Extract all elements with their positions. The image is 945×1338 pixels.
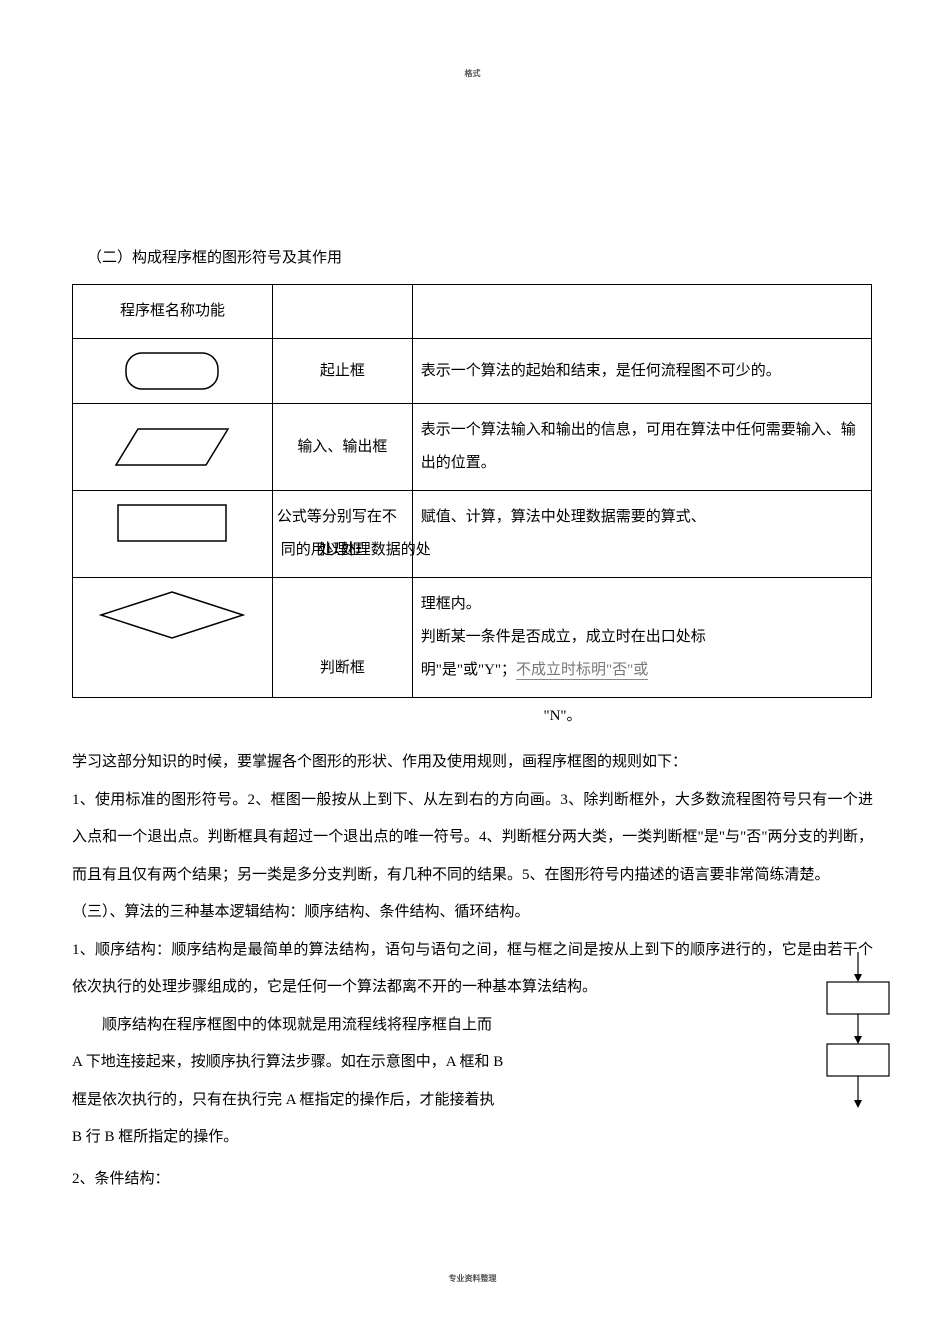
overflow-n-text: "N"。 xyxy=(543,708,581,724)
sequence-diagram-icon xyxy=(813,952,903,1142)
header-cell-name: 程序框名称功能 xyxy=(73,285,273,339)
parallelogram-icon xyxy=(112,425,232,469)
rules-list: 1、使用标准的图形符号。2、框图一般按从上到下、从左到右的方向画。3、除判断框外… xyxy=(72,782,873,895)
name-cell: 起止框 xyxy=(272,339,412,404)
header-cell-blank2 xyxy=(412,285,871,339)
shape-cell-parallelogram xyxy=(73,404,273,491)
header-cell-blank1 xyxy=(272,285,412,339)
rules-intro: 学习这部分知识的时候，要掌握各个图形的形状、作用及使用规则，画程序框图的规则如下… xyxy=(72,744,873,782)
name-cell: 输入、输出框 xyxy=(272,404,412,491)
shape-cell-diamond xyxy=(73,578,273,698)
diamond-icon xyxy=(97,588,247,642)
page-header-tiny: 格式 xyxy=(465,68,481,79)
process-desc-line2: 同的用以处理数据的处 xyxy=(281,542,431,558)
table-row: 输入、输出框 表示一个算法输入和输出的信息，可用在算法中任何需要输入、输出的位置… xyxy=(73,404,872,491)
diamond-desc-line1: 理框内。 xyxy=(421,596,481,612)
diamond-desc-line2: 判断某一条件是否成立，成立时在出口处标 xyxy=(421,629,706,645)
seq-para2c: 框是依次执行的，只有在执行完 A 框指定的操作后，才能接着执 xyxy=(72,1082,632,1120)
desc-cell: 表示一个算法的起始和结束，是任何流程图不可少的。 xyxy=(412,339,871,404)
desc-cell: 赋值、计算，算法中处理数据需要的算式、 同的用以处理数据的处 xyxy=(412,491,871,578)
body-text-block: 学习这部分知识的时候，要掌握各个图形的形状、作用及使用规则，画程序框图的规则如下… xyxy=(72,744,873,1198)
seq-para2b: A 下地连接起来，按顺序执行算法步骤。如在示意图中，A 框和 B xyxy=(72,1044,632,1082)
seq-para1: 1、顺序结构：顺序结构是最简单的算法结构，语句与语句之间，框与框之间是按从上到下… xyxy=(72,932,873,1007)
table-row: 公式等分别写在不同的用以处理数据的处 处理框 赋值、计算，算法中处理数据需要的算… xyxy=(73,491,872,578)
shape-cell-terminator xyxy=(73,339,273,404)
rectangle-icon xyxy=(112,501,232,545)
table-row: 判断框 理框内。 判断某一条件是否成立，成立时在出口处标 明"是"或"Y"；不成… xyxy=(73,578,872,698)
process-desc-line1: 赋值、计算，算法中处理数据需要的算式、 xyxy=(421,509,706,525)
flowchart-symbols-table: 程序框名称功能 起止框 表示一个算法的起始和结束，是任何流程图不可少的。 输入、… xyxy=(72,284,872,698)
table-header-row: 程序框名称功能 xyxy=(73,285,872,339)
process-name-line1: 公式等分别写在不 xyxy=(277,509,397,525)
table-row: 起止框 表示一个算法的起始和结束，是任何流程图不可少的。 xyxy=(73,339,872,404)
document-content: （二）构成程序框的图形符号及其作用 程序框名称功能 起止框 表示一个算法的起始和… xyxy=(72,40,873,1198)
desc-cell: 理框内。 判断某一条件是否成立，成立时在出口处标 明"是"或"Y"；不成立时标明… xyxy=(412,578,871,698)
desc-cell: 表示一个算法输入和输出的信息，可用在算法中任何需要输入、输出的位置。 xyxy=(412,404,871,491)
section2-title: （二）构成程序框的图形符号及其作用 xyxy=(72,240,873,276)
seq-para2a: 顺序结构在程序框图中的体现就是用流程线将程序框自上而 xyxy=(72,1007,632,1045)
shape-cell-rectangle xyxy=(73,491,273,578)
name-cell: 公式等分别写在不同的用以处理数据的处 处理框 xyxy=(272,491,412,578)
terminator-icon xyxy=(122,349,222,393)
section3-title: （三）、算法的三种基本逻辑结构：顺序结构、条件结构、循环结构。 xyxy=(72,894,873,932)
table-overflow-n: "N"。 xyxy=(72,698,873,734)
diamond-desc-line3b: 不成立时标明"否"或 xyxy=(516,662,648,680)
name-cell: 判断框 xyxy=(272,578,412,698)
diamond-desc-line3a: 明"是"或"Y"； xyxy=(421,662,516,678)
page-footer-tiny: 专业资料整理 xyxy=(449,1273,497,1284)
condition-title: 2、条件结构： xyxy=(72,1161,873,1199)
seq-para2d: B 行 B 框所指定的操作。 xyxy=(72,1119,632,1157)
sequence-structure-block: 1、顺序结构：顺序结构是最简单的算法结构，语句与语句之间，框与框之间是按从上到下… xyxy=(72,932,873,1157)
